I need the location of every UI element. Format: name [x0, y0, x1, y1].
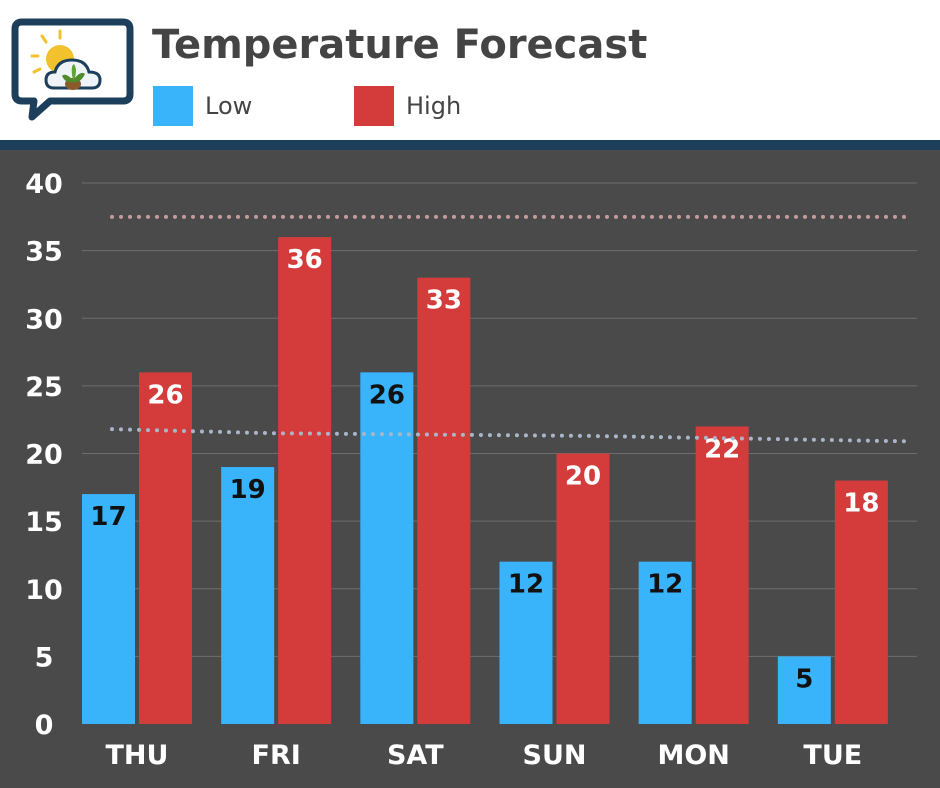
temperature-chart: 0 5 10 15 20 25 30 35 40 17 26 THU 19 36 FRI 26 33 SAT 12 2… — [25, 169, 917, 771]
data-label-low-mon: 12 — [647, 570, 683, 600]
y-tick-label: 30 — [25, 304, 63, 335]
y-tick-label: 15 — [25, 507, 63, 538]
data-label-low-thu: 17 — [90, 502, 126, 532]
data-label-high-thu: 26 — [147, 380, 183, 410]
bar-low-sat — [360, 372, 414, 724]
y-tick-label: 5 — [35, 642, 54, 673]
data-label-high-fri: 36 — [287, 245, 323, 275]
legend-item-low: Low — [153, 86, 252, 126]
bar-high-sat — [417, 277, 471, 724]
legend-label-high: High — [406, 92, 462, 120]
x-tick-label-mon: MON — [657, 740, 729, 771]
reference-line-low — [110, 427, 909, 444]
legend-swatch-low — [153, 86, 193, 126]
data-label-low-fri: 19 — [230, 475, 266, 505]
x-tick-label-sun: SUN — [523, 740, 587, 771]
weather-plant-logo-icon — [11, 18, 134, 121]
legend-item-high: High — [354, 86, 461, 126]
y-tick-label: 35 — [25, 237, 63, 268]
data-label-high-sun: 20 — [565, 462, 601, 492]
bar-high-mon — [695, 426, 749, 724]
y-tick-label: 20 — [25, 440, 63, 471]
data-label-high-sat: 33 — [426, 286, 462, 316]
header: Temperature Forecast Low High — [0, 0, 940, 140]
y-tick-label: 10 — [25, 575, 63, 606]
bar-high-fri — [278, 237, 332, 724]
legend-swatch-high — [354, 86, 394, 126]
header-divider — [0, 140, 940, 150]
bar-low-tue — [777, 656, 831, 724]
x-tick-label-thu: THU — [106, 740, 169, 771]
data-label-high-tue: 18 — [843, 489, 879, 519]
y-tick-label: 25 — [25, 372, 63, 403]
x-tick-label-sat: SAT — [387, 740, 444, 771]
data-label-low-sat: 26 — [369, 380, 405, 410]
x-tick-label-fri: FRI — [252, 740, 301, 771]
bar-high-sun — [556, 453, 610, 724]
bar-low-thu — [82, 494, 135, 724]
x-tick-label-tue: TUE — [803, 740, 862, 771]
data-label-low-sun: 12 — [508, 570, 544, 600]
page-title: Temperature Forecast — [152, 22, 648, 68]
bar-high-thu — [139, 372, 192, 724]
data-label-low-tue: 5 — [795, 664, 813, 694]
bar-low-mon — [638, 561, 692, 724]
y-tick-label: 0 — [35, 710, 54, 741]
bar-low-sun — [499, 561, 553, 724]
legend-label-low: Low — [205, 92, 253, 120]
bar-high-tue — [834, 480, 888, 724]
y-tick-label: 40 — [25, 169, 63, 200]
bar-low-fri — [221, 467, 275, 724]
